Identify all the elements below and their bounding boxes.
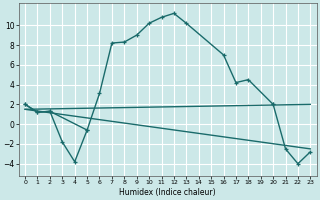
- X-axis label: Humidex (Indice chaleur): Humidex (Indice chaleur): [119, 188, 216, 197]
